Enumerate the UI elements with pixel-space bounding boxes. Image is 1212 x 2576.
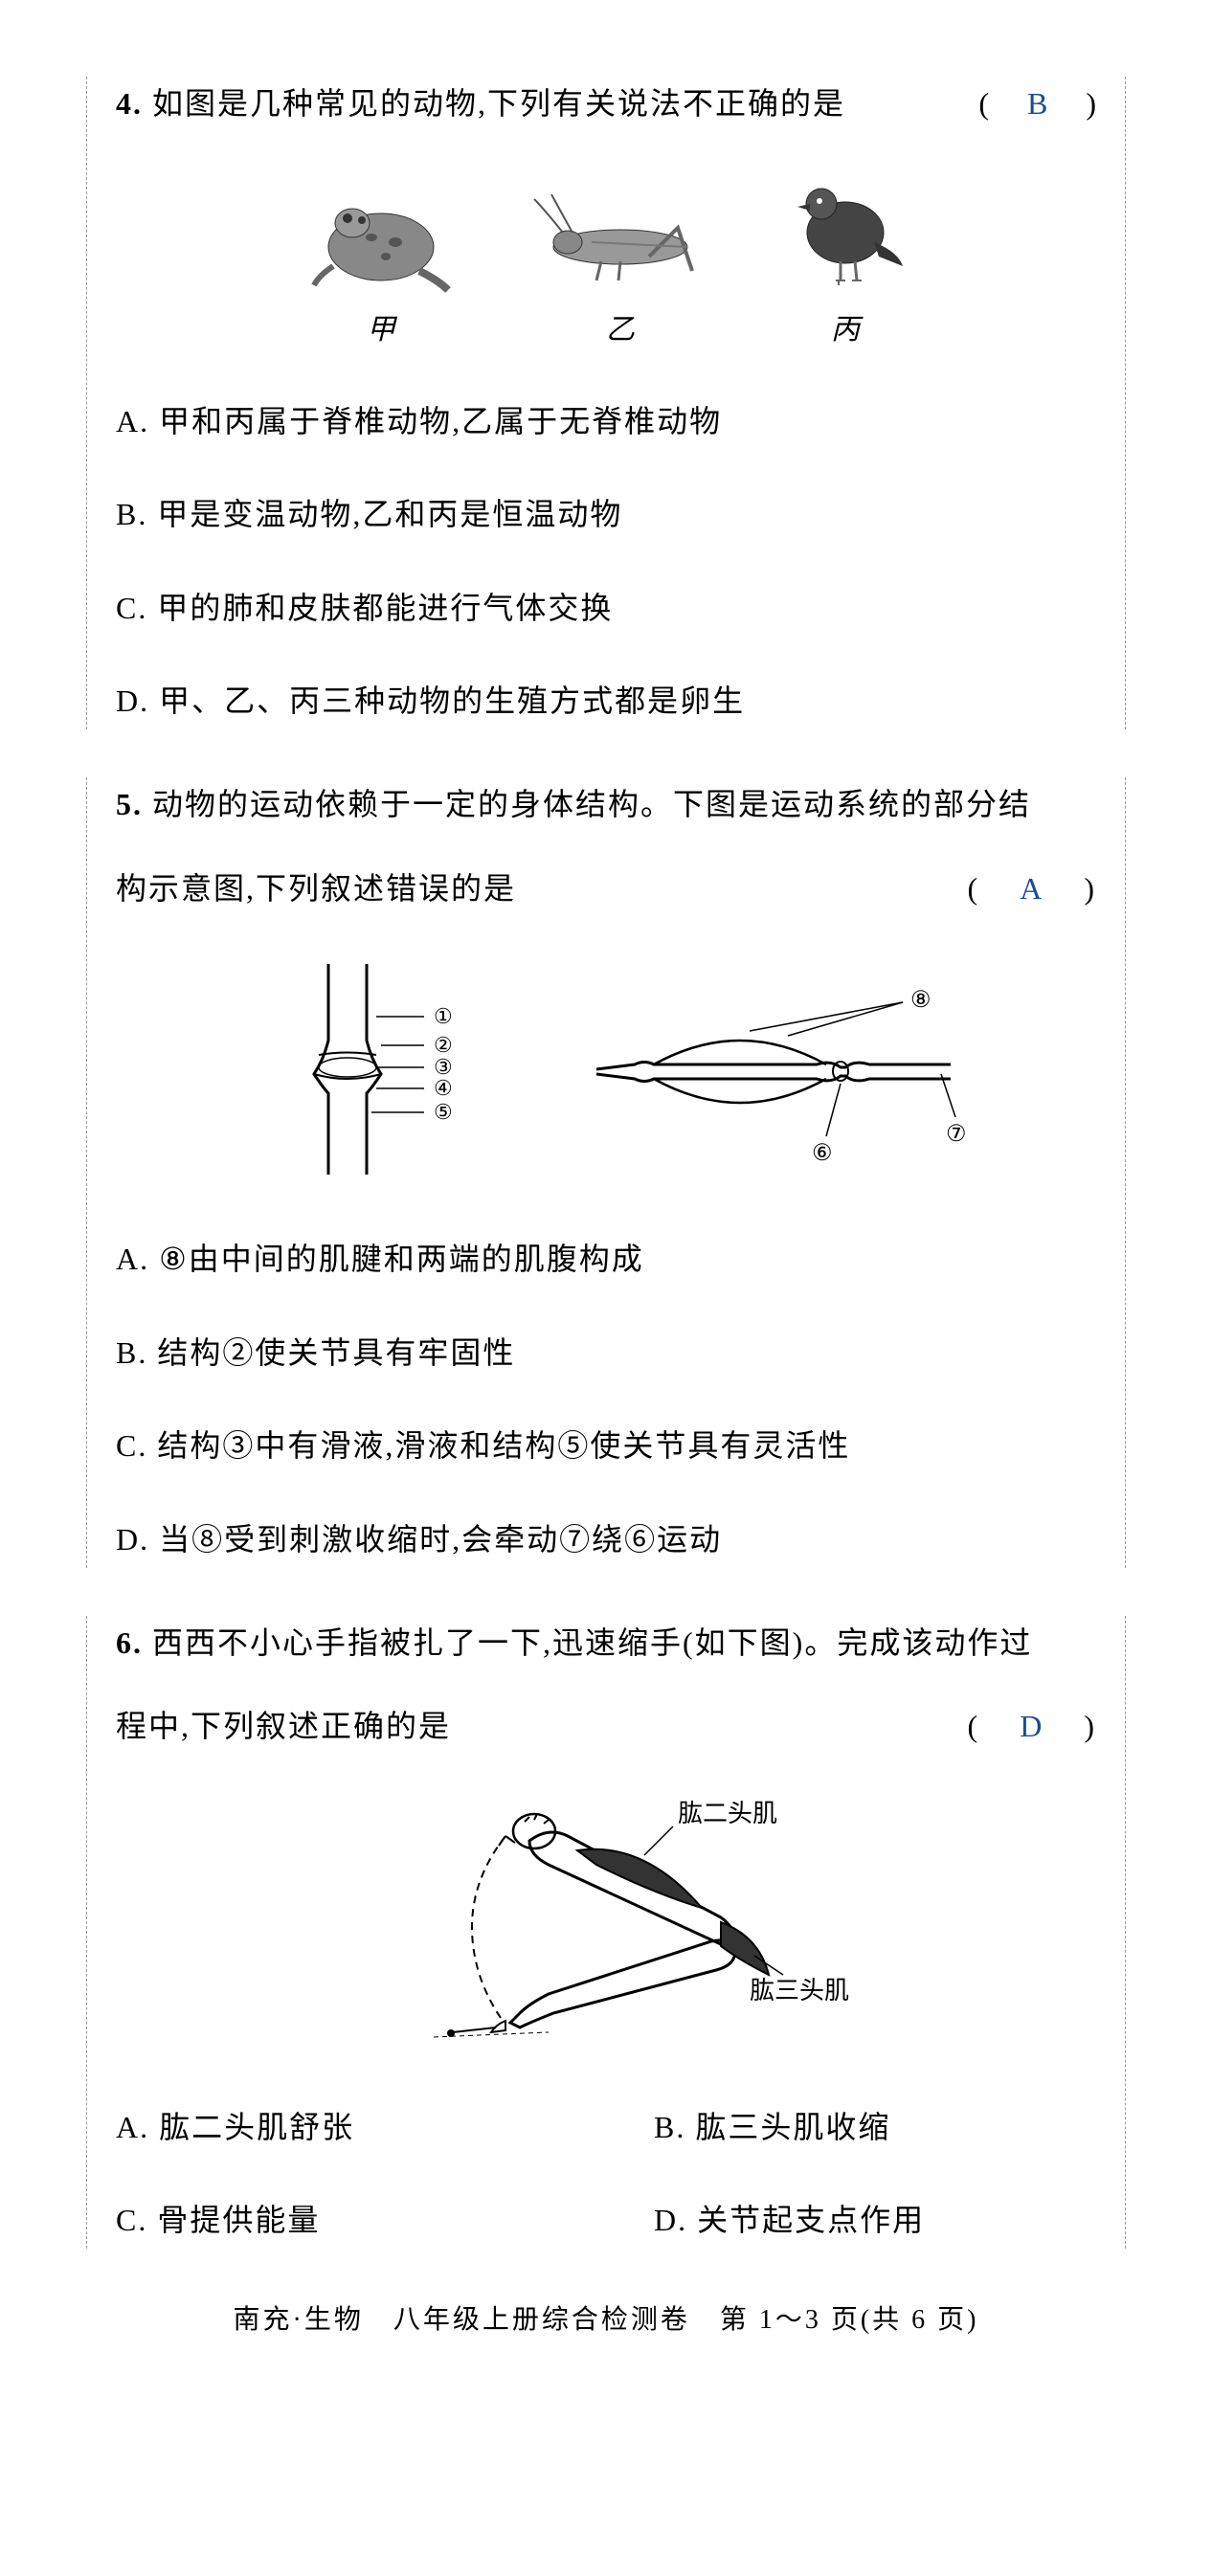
- animal-grasshopper: 乙: [525, 180, 716, 356]
- answer-6: D: [1012, 1709, 1051, 1743]
- question-5-cont: 构示意图,下列叙述错误的是 ( A ): [116, 862, 1096, 917]
- q5-option-b: B. 结构②使关节具有牢固性: [116, 1326, 1096, 1381]
- q4-option-c: C. 甲的肺和皮肤都能进行气体交换: [116, 581, 1096, 637]
- q6-options: A. 肱二头肌舒张 B. 肱三头肌收缩 C. 骨提供能量 D. 关节起支点作用: [116, 2100, 1096, 2249]
- q4-option-b: B. 甲是变温动物,乙和丙是恒温动物: [116, 487, 1096, 543]
- q5-option-c: C. 结构③中有滑液,滑液和结构⑤使关节具有灵活性: [116, 1419, 1096, 1474]
- svg-text:⑧: ⑧: [910, 988, 931, 1013]
- q5-options: A. ⑧由中间的肌腱和两端的肌腹构成 B. 结构②使关节具有牢固性 C. 结构③…: [116, 1232, 1096, 1567]
- grasshopper-label: 乙: [606, 304, 635, 356]
- question-6-cont: 程中,下列叙述正确的是 ( D ): [116, 1699, 1096, 1755]
- question-6-header: 6. 西西不小心手指被扎了一下,迅速缩手(如下图)。完成该动作过: [116, 1616, 1096, 1671]
- question-4-text: 4. 如图是几种常见的动物,下列有关说法不正确的是: [116, 77, 978, 132]
- svg-text:①: ①: [434, 1004, 453, 1028]
- q6-option-b: B. 肱三头肌收缩: [654, 2100, 1096, 2156]
- question-5-number: 5.: [116, 787, 143, 821]
- answer-4-slot: ( B ): [978, 77, 1096, 132]
- question-6-number: 6.: [116, 1625, 143, 1660]
- question-5-text: 5. 动物的运动依赖于一定的身体结构。下图是运动系统的部分结: [116, 777, 1096, 833]
- pigeon-label: 丙: [831, 304, 860, 356]
- question-5-stem2: 构示意图,下列叙述错误的是: [116, 862, 516, 917]
- figure-joint: ① ② ③ ④ ⑤ ⑧ ⑦: [116, 945, 1096, 1194]
- question-6-text: 6. 西西不小心手指被扎了一下,迅速缩手(如下图)。完成该动作过: [116, 1616, 1096, 1671]
- triceps-label: 肱三头肌: [750, 1977, 849, 2005]
- question-4-number: 4.: [116, 86, 143, 121]
- figure-animals: 甲 乙: [116, 161, 1096, 356]
- question-5-header: 5. 动物的运动依赖于一定的身体结构。下图是运动系统的部分结: [116, 777, 1096, 833]
- answer-4: B: [1020, 86, 1055, 121]
- question-4-header: 4. 如图是几种常见的动物,下列有关说法不正确的是 ( B ): [116, 77, 1096, 132]
- figure-arm: 肱二头肌 肱三头肌: [116, 1783, 1096, 2062]
- question-5: 5. 动物的运动依赖于一定的身体结构。下图是运动系统的部分结 构示意图,下列叙述错…: [86, 777, 1126, 1568]
- svg-text:②: ②: [434, 1033, 453, 1057]
- svg-text:④: ④: [434, 1076, 453, 1100]
- q5-option-d: D. 当⑧受到刺激收缩时,会牵动⑦绕⑥运动: [116, 1512, 1096, 1568]
- frog-label: 甲: [367, 304, 395, 356]
- answer-6-slot: ( D ): [968, 1699, 1096, 1755]
- q4-option-a: A. 甲和丙属于脊椎动物,乙属于无脊椎动物: [116, 394, 1096, 450]
- frog-icon: [295, 180, 467, 295]
- svg-text:⑥: ⑥: [812, 1141, 833, 1166]
- question-6-stem: 西西不小心手指被扎了一下,迅速缩手(如下图)。完成该动作过: [152, 1625, 1032, 1660]
- q5-option-a: A. ⑧由中间的肌腱和两端的肌腹构成: [116, 1232, 1096, 1288]
- answer-5-slot: ( A ): [968, 862, 1096, 917]
- q6-option-c: C. 骨提供能量: [116, 2193, 558, 2249]
- muscle-bone-icon: ⑧ ⑦ ⑥: [577, 964, 979, 1175]
- q4-option-d: D. 甲、乙、丙三种动物的生殖方式都是卵生: [116, 674, 1096, 729]
- arm-reflex-icon: 肱二头肌 肱三头肌: [357, 1783, 855, 2051]
- svg-text:⑦: ⑦: [946, 1122, 967, 1147]
- pigeon-icon: [774, 161, 917, 295]
- animal-frog: 甲: [295, 180, 467, 356]
- q4-options: A. 甲和丙属于脊椎动物,乙属于无脊椎动物 B. 甲是变温动物,乙和丙是恒温动物…: [116, 394, 1096, 729]
- grasshopper-icon: [525, 180, 716, 295]
- answer-5: A: [1012, 871, 1051, 906]
- question-4-stem: 如图是几种常见的动物,下列有关说法不正确的是: [152, 86, 845, 121]
- question-6-stem2: 程中,下列叙述正确的是: [116, 1699, 451, 1755]
- question-5-stem: 动物的运动依赖于一定的身体结构。下图是运动系统的部分结: [152, 787, 1031, 821]
- biceps-label: 肱二头肌: [678, 1800, 777, 1827]
- question-6: 6. 西西不小心手指被扎了一下,迅速缩手(如下图)。完成该动作过 程中,下列叙述正…: [86, 1616, 1126, 2249]
- question-4: 4. 如图是几种常见的动物,下列有关说法不正确的是 ( B ) 甲: [86, 77, 1126, 729]
- page-footer: 南充·生物 八年级上册综合检测卷 第 1～3 页(共 6 页): [86, 2296, 1126, 2344]
- knee-joint-icon: ① ② ③ ④ ⑤: [233, 945, 501, 1194]
- q6-option-d: D. 关节起支点作用: [654, 2193, 1096, 2249]
- q6-option-a: A. 肱二头肌舒张: [116, 2100, 558, 2156]
- svg-text:⑤: ⑤: [434, 1100, 453, 1124]
- animal-pigeon: 丙: [774, 161, 917, 356]
